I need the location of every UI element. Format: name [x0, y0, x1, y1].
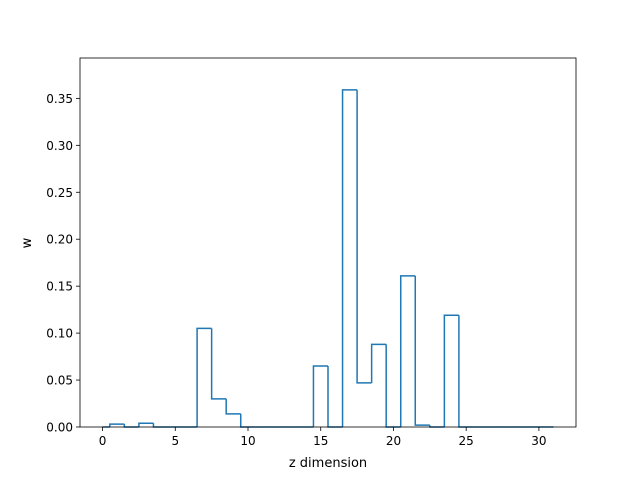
axes-frame	[79, 57, 577, 428]
x-tick-label-15: 15	[313, 434, 328, 448]
y-tick-label-0.05: 0.05	[46, 374, 73, 388]
x-tick-label-0: 0	[99, 434, 107, 448]
step-segment-3	[138, 422, 154, 427]
step-segment-19	[370, 343, 387, 383]
y-tick-label-0.30: 0.30	[46, 139, 73, 153]
y-tick-label-0.15: 0.15	[46, 280, 73, 294]
step-segment-17	[341, 89, 358, 427]
x-axis-label: z dimension	[289, 456, 367, 471]
x-tick-label-30: 30	[531, 434, 546, 448]
step-segment-15	[312, 365, 328, 427]
x-tick-label-25: 25	[459, 434, 474, 448]
step-segment-7	[196, 327, 212, 427]
y-axis-label: w	[20, 237, 35, 248]
step-segment-18	[356, 89, 372, 384]
y-tick-label-0.35: 0.35	[46, 92, 73, 106]
x-tick-label-5: 5	[171, 434, 179, 448]
step-segment-21	[399, 275, 416, 427]
y-tick-label-0.10: 0.10	[46, 327, 73, 341]
step-segment-9	[225, 398, 241, 415]
step-segment-1	[109, 423, 125, 427]
y-tick-label-0.25: 0.25	[46, 186, 73, 200]
step-segment-24	[443, 314, 459, 427]
step-segment-22	[414, 275, 430, 426]
step-segment-8	[210, 328, 227, 400]
axes: 0 5 10 15 20 25 30 0.00 0.05 0.10 0.15 0.20 0.25 0.30…	[46, 57, 577, 448]
y-tick-label-0.20: 0.20	[46, 233, 73, 247]
x-tick-label-20: 20	[386, 434, 401, 448]
x-tick-label-10: 10	[240, 434, 255, 448]
y-tick-label-0.00: 0.00	[46, 421, 73, 435]
